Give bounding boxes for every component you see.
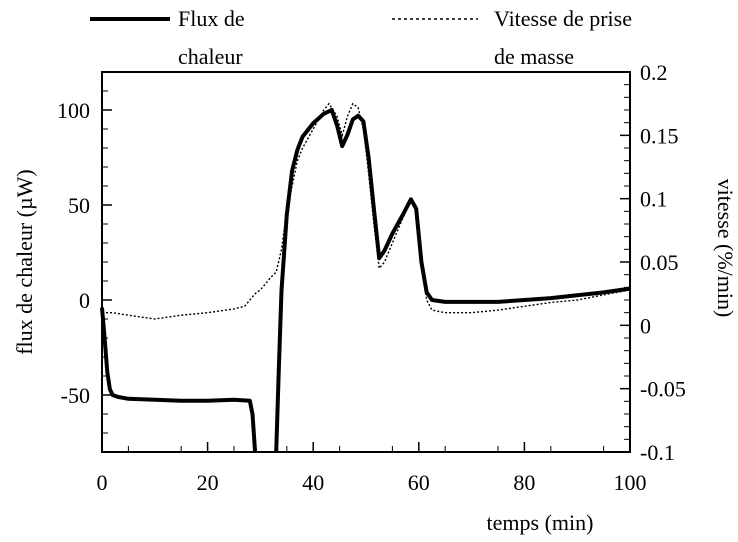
y-right-tick-label: -0.05: [640, 377, 686, 402]
y-right-tick-label: -0.1: [640, 440, 675, 465]
y-right-tick-label: 0.05: [640, 250, 679, 275]
legend-label-vitesse-line1: Vitesse de prise: [494, 6, 632, 31]
y-right-tick-label: 0.15: [640, 123, 679, 148]
tick-layer: 0 20 40 60 80 100 -50 0 50 100 -0.1 -0.05 0 0.05 0.1 0.…: [57, 60, 686, 495]
legend: Flux de chaleur Vitesse de prise de mass…: [90, 6, 632, 69]
y-right-axis-title: vitesse (%/min): [713, 179, 738, 318]
y-right-tick-label: 0.1: [640, 187, 668, 212]
x-tick-label: 0: [97, 470, 108, 495]
x-tick-label: 60: [408, 470, 430, 495]
legend-label-flux-line1: Flux de: [178, 6, 245, 31]
y-right-tick-label: 0: [640, 313, 651, 338]
x-tick-label: 20: [197, 470, 219, 495]
y-left-tick-label: -50: [61, 383, 90, 408]
series-layer: [100, 102, 631, 453]
y-right-tick-label: 0.2: [640, 60, 668, 85]
legend-label-vitesse-line2: de masse: [494, 44, 574, 69]
series-flux-line-seg-1: [274, 108, 631, 453]
x-axis-title: temps (min): [487, 510, 594, 535]
series-vitesse-line-seg-0: [102, 102, 631, 320]
series-flux-line-seg-0: [100, 307, 258, 453]
y-left-axis-title: flux de chaleur (µW): [12, 169, 37, 355]
x-tick-label: 80: [513, 470, 535, 495]
y-left-tick-label: 0: [79, 288, 90, 313]
y-left-tick-label: 100: [57, 98, 90, 123]
legend-label-flux-line2: chaleur: [178, 44, 243, 69]
y-left-tick-label: 50: [68, 193, 90, 218]
x-tick-label: 100: [614, 470, 647, 495]
x-tick-label: 40: [302, 470, 324, 495]
